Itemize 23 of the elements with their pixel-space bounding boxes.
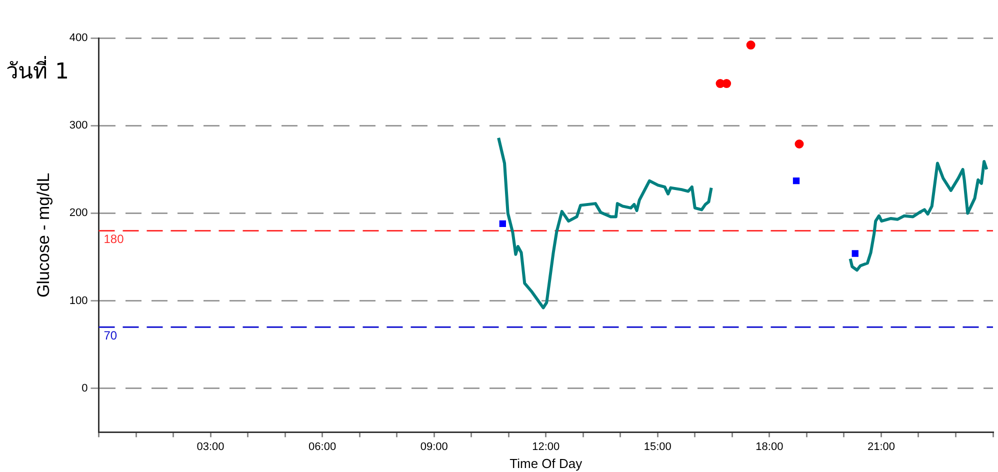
point	[746, 40, 756, 50]
y-tick-label: 100	[69, 294, 88, 307]
point	[722, 79, 732, 88]
ref-line-label: 180	[104, 232, 124, 246]
y-tick-label: 300	[69, 120, 88, 132]
x-tick-label: 12:00	[532, 440, 560, 453]
text: วันที่ 1	[6, 56, 69, 85]
y-axis-title: Glucose - mg/dL	[34, 172, 53, 298]
x-tick-label: 09:00	[420, 440, 448, 453]
y-tick-label: 400	[69, 32, 88, 44]
point	[499, 220, 506, 228]
x-tick-label: 18:00	[756, 440, 784, 453]
x-tick-label: 06:00	[308, 440, 336, 453]
x-tick-label: 15:00	[644, 440, 672, 453]
y-tick-label: 200	[69, 207, 88, 220]
x-tick-label: 03:00	[196, 440, 224, 453]
point	[792, 177, 800, 184]
ref-line-label: 70	[104, 328, 118, 342]
point	[852, 250, 858, 257]
y-tick-label: 0	[82, 382, 88, 394]
point	[794, 139, 804, 148]
x-tick-label: 21:00	[867, 440, 895, 453]
x-axis-title: Time Of Day	[510, 456, 583, 471]
